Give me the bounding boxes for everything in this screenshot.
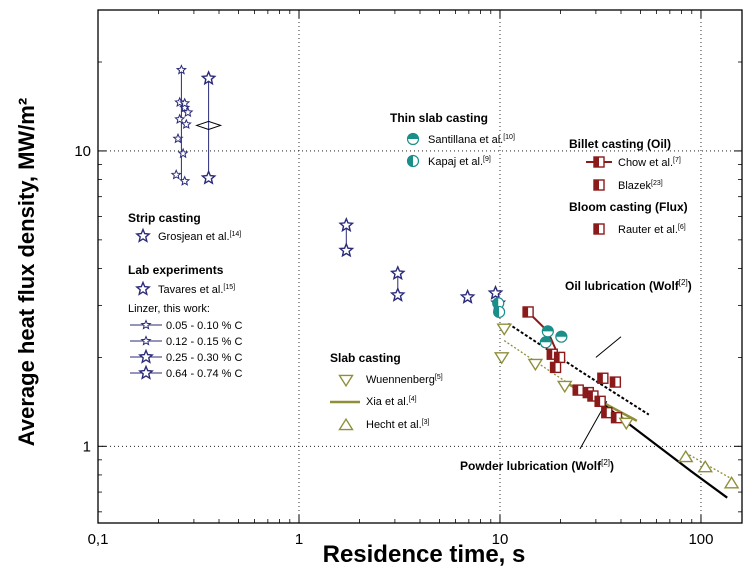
x-tick-label: 1 [295, 531, 303, 548]
point-blazek_pts [594, 395, 606, 408]
point-linzer_1 [172, 132, 184, 144]
legend-label-kapaj: Kapaj et al.[9] [428, 156, 491, 168]
point-linzer_2 [182, 106, 194, 118]
point-linzer_1 [179, 102, 191, 113]
legend-group-lab: Lab experiments [128, 263, 224, 277]
legend-label-wuennenberg: Wuennenberg[5] [366, 374, 443, 386]
tick-labels: 0,1 1 10 100 1 10 [74, 143, 713, 548]
point-hecht_pts [677, 449, 694, 463]
legend-marker-hecht [338, 417, 354, 431]
y-tick-label: 10 [74, 143, 91, 160]
legend-marker-grosjean [135, 227, 151, 243]
point-linzer_2 [179, 97, 191, 108]
x-tick-label: 0,1 [88, 531, 109, 548]
point-grosjean_pts [338, 242, 355, 258]
legend-markers [130, 132, 612, 431]
point-blazek_pts [597, 372, 609, 384]
legend-label-blazek: Blazek[23] [618, 180, 663, 192]
legend-group-thin: Thin slab casting [390, 111, 488, 125]
point-linzer_1 [175, 64, 187, 75]
point-grosjean_pts [389, 265, 406, 281]
point-linzer_4 [200, 70, 217, 86]
legend-marker-linzer-2 [140, 335, 152, 346]
point-santillana_pts [539, 336, 552, 349]
point-hecht_pts [697, 459, 713, 473]
x-tick-label: 100 [688, 531, 713, 548]
point-chow_pts [522, 306, 534, 318]
legend-marker-linzer-4 [138, 364, 154, 380]
legend-label-linzer-4: 0.64 - 0.74 % C [166, 368, 242, 380]
legend-group-slab: Slab casting [330, 351, 401, 365]
point-tavares_pts [459, 288, 476, 304]
line-oil_curve [507, 322, 650, 416]
annotation-oil: Oil lubrication (Wolf[2]) [565, 278, 692, 293]
legend-marker-santillana [406, 132, 420, 146]
legend-label-xia: Xia et al.[4] [366, 396, 417, 408]
grid [98, 10, 742, 523]
point-santillana_pts [555, 330, 568, 343]
point-hecht_pts [723, 476, 740, 489]
point-linzer_1 [170, 168, 182, 180]
point-linzer_2 [174, 113, 186, 124]
point-linzer_2 [179, 175, 191, 186]
point-chow_pts [549, 361, 562, 374]
point-kapaj_pts [493, 305, 506, 319]
legend-label-linzer-2: 0.12 - 0.15 % C [166, 336, 242, 348]
legend-marker-kapaj [406, 154, 420, 168]
line-oil_leader [595, 336, 622, 358]
point-linzer_4 [200, 169, 217, 185]
legend-marker-linzer-1 [140, 319, 152, 330]
point-wuennenberg_pts [496, 323, 513, 336]
legend-marker-tavares [135, 280, 151, 296]
point-linzer_1 [177, 147, 189, 159]
legend-group-billet: Billet casting (Oil) [569, 137, 671, 151]
point-blazek_pts [572, 384, 584, 396]
legend-label-chow: Chow et al.[7] [618, 157, 681, 169]
legend-label-grosjean: Grosjean et al.[14] [158, 231, 241, 243]
legend-label-rauter: Rauter et al.[6] [618, 224, 686, 236]
y-axis-title: Average heat flux density, MW/m² [14, 98, 39, 446]
point-wuennenberg_pts [556, 380, 573, 394]
point-linzer_2 [180, 118, 192, 130]
x-tick-label: 10 [492, 531, 509, 548]
legend-marker-chow [593, 156, 605, 168]
linzer-mean-diamond [195, 120, 223, 130]
point-santillana_pts [541, 325, 554, 338]
legend-label-linzer-3: 0.25 - 0.30 % C [166, 352, 242, 364]
point-wuennenberg_pts [527, 358, 544, 372]
legend-label-santillana: Santillana et al.[10] [428, 134, 515, 146]
legend-group-strip: Strip casting [128, 211, 201, 225]
series-points [170, 64, 740, 489]
annotation-powder: Powder lubrication (Wolf[2]) [460, 458, 614, 473]
point-chow_pts [553, 351, 566, 364]
legend-group-bloom: Bloom casting (Flux) [569, 200, 688, 214]
legend-label-tavares: Tavares et al.[15] [158, 284, 235, 296]
axis-ticks [97, 9, 742, 523]
point-tavares_pts [487, 284, 504, 300]
point-grosjean_pts [389, 286, 406, 302]
point-wuennenberg_pts [618, 417, 635, 431]
legend-marker-wuennenberg [338, 374, 354, 388]
legend-group-linzer: Linzer, this work: [128, 303, 210, 315]
x-axis-title: Residence time, s [323, 541, 526, 568]
legend-label-hecht: Hecht et al.[3] [366, 419, 429, 431]
point-blazek_pts [601, 406, 613, 419]
line-hecht_fit [685, 452, 734, 481]
legend-label-linzer-1: 0.05 - 0.10 % C [166, 320, 242, 332]
point-blazek_pts [609, 376, 622, 388]
legend-marker-linzer-3 [138, 348, 154, 364]
point-grosjean_pts [338, 216, 355, 233]
point-wuennenberg_pts [493, 352, 510, 365]
legend-marker-rauter [593, 223, 605, 235]
y-tick-label: 1 [83, 438, 91, 455]
legend-marker-blazek [593, 179, 605, 191]
